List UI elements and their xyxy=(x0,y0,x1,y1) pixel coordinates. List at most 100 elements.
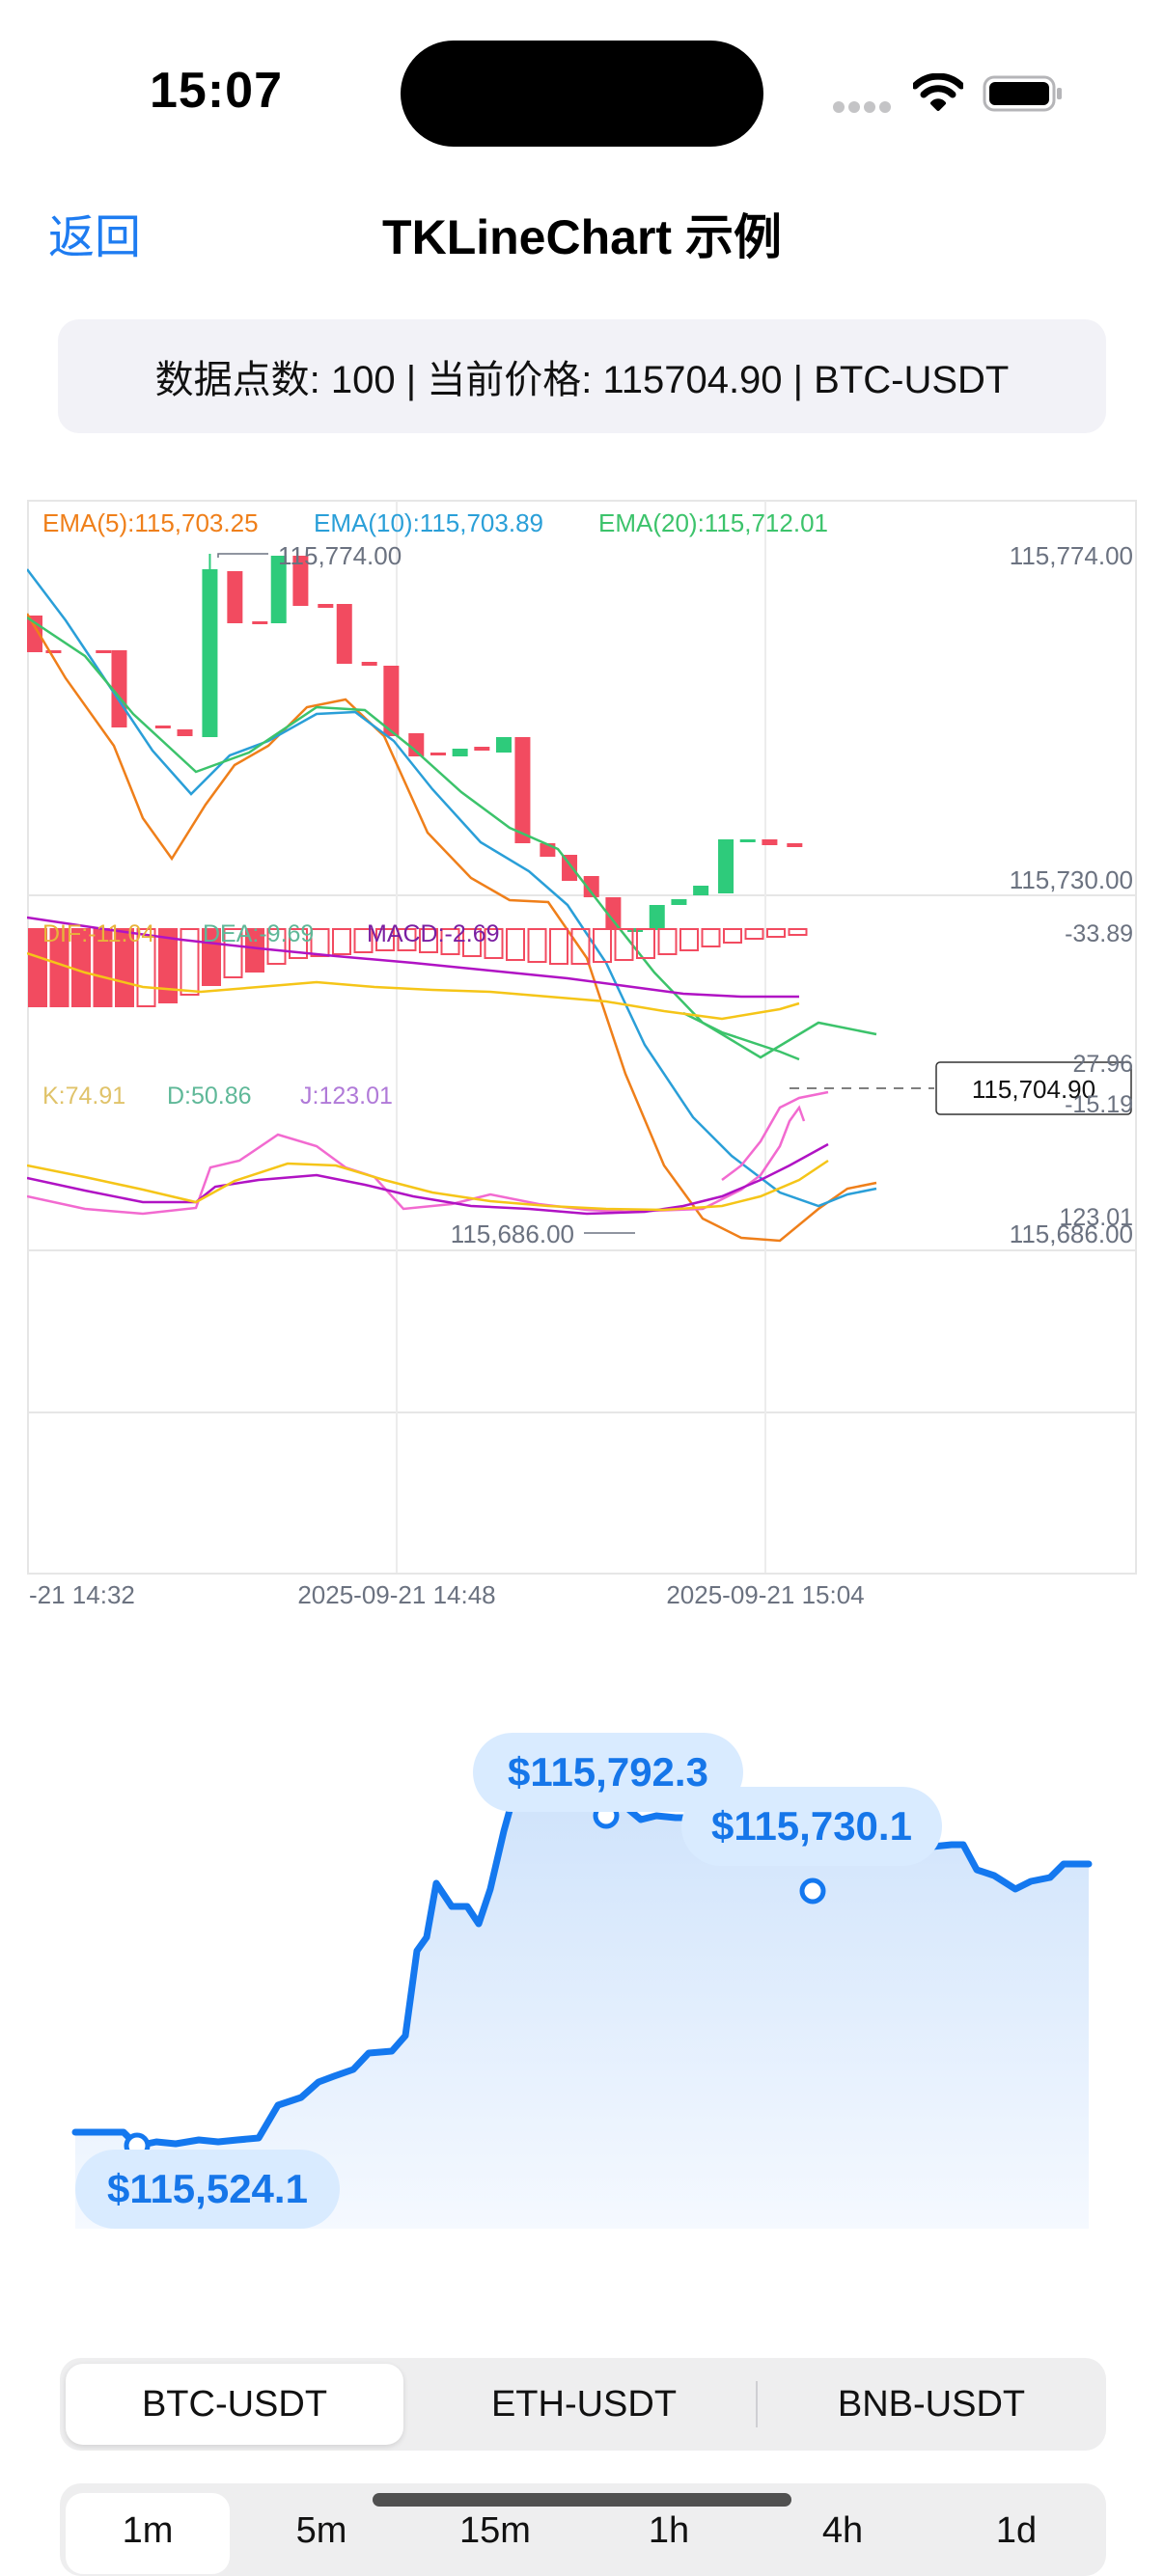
candle xyxy=(474,747,490,751)
macd-dif-label: DIF:-11.04 xyxy=(42,920,154,947)
candle xyxy=(383,666,400,736)
price-axis-mid: 115,730.00 xyxy=(1010,865,1133,894)
candle xyxy=(762,839,778,845)
macd-bar xyxy=(701,928,721,947)
kdj-k-label: K:74.91 xyxy=(42,1082,125,1110)
wifi-icon xyxy=(913,73,963,111)
macd-bar xyxy=(766,928,786,938)
candle xyxy=(671,899,687,905)
ema-lines xyxy=(27,568,877,1243)
time-axis-start: -21 14:32 xyxy=(29,1580,135,1609)
candle xyxy=(318,604,334,608)
macd-bar xyxy=(419,928,438,953)
macd-bar xyxy=(245,928,264,973)
macd-bar xyxy=(593,928,612,963)
price-line-chart[interactable]: $115,792.3 $115,730.1 $115,524.1 xyxy=(0,1717,1164,2258)
price-axis-top: 115,774.00 xyxy=(1010,541,1133,570)
macd-bar xyxy=(484,928,504,959)
macd-bar xyxy=(332,928,351,955)
macd-bar xyxy=(657,928,678,955)
macd-bar xyxy=(289,928,308,959)
line-chart-area xyxy=(75,1791,1089,2229)
kdj-axis-top: -15.19 xyxy=(1065,1091,1133,1118)
ema5-line xyxy=(27,613,877,1243)
kline-chart[interactable]: 115,774.00 115,686.00 115,774.00 115,730… xyxy=(27,500,1137,1619)
data-info-text: 数据点数: 100 | 当前价格: 115704.90 | BTC-USDT xyxy=(154,359,1010,401)
macd-bar xyxy=(744,928,764,940)
candle xyxy=(270,556,287,623)
mid-price-bubble: $115,730.1 xyxy=(681,1787,942,1866)
candle xyxy=(177,729,193,736)
macd-bar xyxy=(440,928,460,955)
pair-btc-usdt[interactable]: BTC-USDT xyxy=(66,2364,403,2445)
macd-bar xyxy=(679,928,699,951)
macd-axis-bottom: 27.96 xyxy=(1072,1051,1133,1078)
dynamic-island xyxy=(401,41,763,147)
macd-bar xyxy=(397,928,417,951)
page-title: TKLineChart 示例 xyxy=(382,210,782,264)
macd-bar xyxy=(636,928,655,959)
candle xyxy=(649,905,665,930)
kdj-d-label: D:50.86 xyxy=(167,1082,252,1110)
time-axis-mid: 2025-09-21 14:48 xyxy=(297,1580,495,1609)
macd-bar xyxy=(180,928,200,996)
candle xyxy=(45,650,62,653)
min-price-bubble: $115,524.1 xyxy=(75,2150,340,2229)
pair-eth-usdt[interactable]: ETH-USDT xyxy=(490,2383,678,2425)
candle xyxy=(627,928,644,932)
tf-1d[interactable]: 1d xyxy=(995,2510,1038,2551)
candle xyxy=(227,571,243,623)
pair-selector: BTC-USDT ETH-USDT BNB-USDT xyxy=(60,2358,1106,2451)
segment-divider xyxy=(756,2381,758,2427)
macd-bar xyxy=(549,928,568,965)
candle xyxy=(562,855,578,881)
macd-bar xyxy=(527,928,547,963)
candle xyxy=(787,843,803,847)
ema20-label: EMA(20):115,712.01 xyxy=(598,508,828,537)
candle xyxy=(336,604,352,664)
candle xyxy=(202,569,218,737)
candle xyxy=(693,886,709,895)
macd-bar xyxy=(28,928,47,1007)
candle xyxy=(739,839,756,842)
tf-1m[interactable]: 1m xyxy=(66,2493,230,2574)
candlestick-series xyxy=(27,554,803,932)
candle xyxy=(718,839,734,893)
ema20-line-end xyxy=(682,1011,800,1061)
macd-dif-line xyxy=(27,951,800,1021)
kdj-axis-bottom: 123.01 xyxy=(1060,1204,1133,1231)
macd-bar xyxy=(788,928,808,936)
price-axis-bottom: 115,686.00 xyxy=(1010,1219,1133,1248)
macd-bar xyxy=(570,928,591,965)
ema10-line xyxy=(27,568,877,1208)
macd-axis-top: -33.89 xyxy=(1065,920,1133,947)
macd-bar xyxy=(158,928,178,1003)
time-axis-end: 2025-09-21 15:04 xyxy=(666,1580,864,1609)
kdj-j-label: J:123.01 xyxy=(300,1082,393,1110)
macd-bar xyxy=(353,928,374,953)
kdj-d-line xyxy=(27,1159,829,1212)
candle xyxy=(430,753,446,755)
pair-bnb-usdt[interactable]: BNB-USDT xyxy=(837,2383,1026,2425)
macd-bar xyxy=(223,928,243,978)
cellular-signal-icon xyxy=(833,101,891,113)
high-price-label: 115,774.00 xyxy=(278,541,402,570)
back-button[interactable]: 返回 xyxy=(48,199,141,266)
ema10-label: EMA(10):115,703.89 xyxy=(314,508,543,537)
candle xyxy=(252,621,268,624)
candle xyxy=(408,733,425,756)
status-time: 15:07 xyxy=(150,63,283,119)
macd-bar xyxy=(723,928,742,944)
macd-bar xyxy=(614,928,634,961)
current-price-label: 115,704.90 xyxy=(972,1075,1095,1104)
candle xyxy=(452,749,468,756)
macd-bar xyxy=(115,928,134,1007)
macd-dea-line xyxy=(27,916,799,999)
ema5-label: EMA(5):115,703.25 xyxy=(42,508,259,537)
macd-dea-label: DEA:-9.69 xyxy=(203,920,314,947)
candle xyxy=(96,650,112,653)
mid-point-marker xyxy=(799,1877,826,1905)
candle xyxy=(292,556,309,606)
candle xyxy=(514,737,531,843)
macd-bar xyxy=(310,928,330,957)
